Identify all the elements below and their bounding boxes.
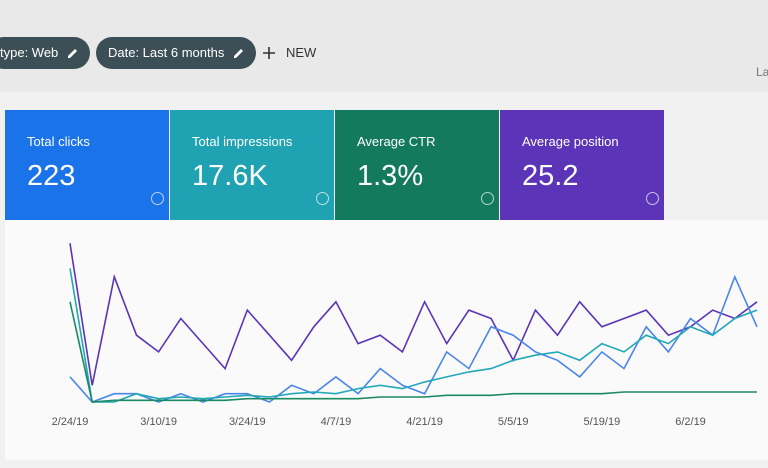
metric-card[interactable]: Total impressions 17.6K: [170, 110, 334, 220]
metric-card[interactable]: Total clicks 223: [5, 110, 169, 220]
filter-label: type: Web: [0, 45, 59, 60]
x-tick-label: 3/10/19: [140, 416, 177, 428]
help-icon[interactable]: [646, 192, 659, 205]
series-line: [69, 274, 758, 403]
metric-card[interactable]: Average position 25.2: [500, 110, 664, 220]
x-tick-label: 4/21/19: [406, 416, 443, 428]
new-button[interactable]: NEW: [262, 44, 316, 62]
metric-value: 223: [27, 160, 76, 192]
x-tick-label: 5/19/19: [584, 416, 621, 428]
plus-icon: [263, 47, 275, 59]
new-label: NEW: [286, 45, 317, 60]
edit-icon: [68, 49, 78, 58]
edit-icon: [234, 49, 244, 58]
series-line: [69, 268, 758, 403]
help-icon[interactable]: [481, 192, 494, 205]
metric-label: Average CTR: [357, 134, 436, 149]
metric-label: Total impressions: [192, 134, 293, 149]
metric-label: Average position: [522, 134, 619, 149]
metric-value: 25.2: [522, 160, 579, 192]
help-icon[interactable]: [316, 192, 329, 205]
series-line: [69, 301, 757, 403]
filter-label: Date: Last 6 months: [108, 45, 225, 60]
x-tick-label: 4/7/19: [321, 416, 352, 428]
metric-card[interactable]: Average CTR 1.3%: [335, 110, 499, 220]
chart: 2/24/19 3/10/19 3/24/19 4/7/19 4/21/19 5/5/19…: [52, 243, 758, 428]
x-tick-label: 6/2/19: [675, 416, 706, 428]
chart-panel: 2/24/19 3/10/19 3/24/19 4/7/19 4/21/19 5/5/19…: [5, 220, 768, 460]
filter-chip[interactable]: type: Web: [0, 37, 91, 69]
help-icon[interactable]: [151, 192, 164, 205]
x-tick-label: 3/24/19: [229, 416, 266, 428]
metric-value: 17.6K: [192, 160, 268, 192]
metric-label: Total clicks: [27, 134, 90, 149]
metric-value: 1.3%: [357, 160, 424, 192]
series-line: [69, 243, 758, 386]
partial-text: La: [756, 65, 768, 79]
x-tick-label: 5/5/19: [498, 416, 529, 428]
filter-chip[interactable]: Date: Last 6 months: [96, 37, 257, 69]
x-tick-label: 2/24/19: [52, 416, 89, 428]
